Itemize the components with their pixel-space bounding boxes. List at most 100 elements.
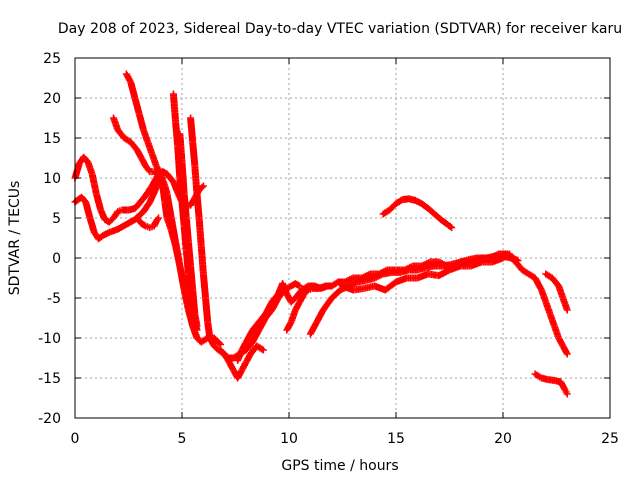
data-point-run (134, 215, 144, 226)
data-point-run (79, 194, 89, 205)
series-arc-17 (542, 270, 571, 314)
data-point (154, 214, 162, 222)
y-tick-label: -10 (38, 331, 61, 347)
data-point-run (122, 135, 133, 145)
y-tick-label: -5 (47, 291, 61, 307)
data-point-run (134, 148, 144, 160)
data-point-run (307, 320, 320, 336)
x-tick-label: 0 (71, 431, 80, 447)
data-point-run (329, 279, 341, 289)
data-point-run (289, 280, 298, 289)
data-point-run (111, 209, 121, 220)
data-point-run (556, 336, 566, 348)
grid-lines (75, 58, 610, 418)
data-point-run (138, 156, 149, 168)
data-point-run (501, 251, 512, 260)
data-point-run (269, 291, 281, 305)
data-point-run (102, 216, 112, 225)
data-point-run (136, 193, 149, 206)
y-axis-label: SDTVAR / TECUs (7, 181, 23, 296)
data-point-run (320, 295, 335, 313)
data-point-run (381, 207, 392, 217)
series-arc-15 (499, 250, 571, 358)
data-point-run (212, 343, 221, 353)
data-point-run (207, 336, 217, 348)
data-point (563, 350, 571, 358)
data-point-run (532, 276, 545, 292)
data-point (193, 322, 201, 330)
series-arc-3 (133, 214, 162, 232)
data-point-run (140, 199, 153, 214)
tick-labels: 0 5 10 15 20 25 -20 -15 -10 -5 0 5 10 15 20 25 (38, 51, 619, 447)
data-point-run (243, 352, 254, 364)
data-point-run (394, 197, 405, 207)
data-point-run (81, 154, 91, 165)
data-point-run (507, 254, 519, 265)
data-point-run (239, 340, 249, 352)
y-tick-label: -20 (38, 411, 61, 427)
data-point-run (243, 339, 256, 353)
data-point (563, 390, 571, 398)
x-tick-label: 10 (280, 431, 298, 447)
data-point-run (139, 220, 148, 229)
data-point-run (289, 295, 298, 305)
data-points (71, 70, 571, 398)
data-point-run (520, 267, 531, 277)
data-point-run (293, 287, 305, 301)
data-point-run (132, 201, 142, 211)
data-point-run (387, 201, 399, 213)
data-point-run (243, 328, 256, 344)
data-point-run (558, 380, 568, 392)
data-point-run (100, 229, 112, 239)
data-point-run (299, 283, 311, 293)
data-point-run (76, 155, 86, 166)
data-point-run (226, 360, 236, 372)
y-tick-label: 0 (52, 251, 61, 267)
data-point-run (178, 160, 188, 196)
data-point-run (255, 343, 266, 353)
data-point-run (413, 197, 424, 207)
data-point-run (115, 127, 127, 141)
x-axis-label: GPS time / hours (281, 458, 398, 474)
data-point-run (91, 230, 101, 241)
data-point-run (197, 183, 206, 193)
y-tick-label: 10 (43, 171, 61, 187)
series-arc-14 (379, 195, 456, 232)
y-tick-label: 25 (43, 51, 61, 67)
data-point-run (513, 259, 525, 273)
data-point-run (301, 287, 311, 297)
data-point-run (560, 344, 570, 356)
data-point-run (143, 183, 155, 198)
series-arc-16 (531, 370, 571, 398)
data-point (199, 182, 207, 190)
data-point-run (128, 139, 140, 153)
data-point-run (164, 171, 176, 185)
x-tick-label: 25 (601, 431, 619, 447)
data-point-run (235, 368, 245, 380)
data-point (448, 224, 456, 232)
y-tick-label: 5 (52, 211, 61, 227)
chart-title: Day 208 of 2023, Sidereal Day-to-day VTE… (58, 21, 622, 37)
x-tick-label: 5 (178, 431, 187, 447)
data-point-run (249, 328, 262, 344)
data-point-run (107, 215, 116, 225)
data-point (563, 306, 571, 314)
data-point-run (317, 283, 328, 292)
data-point-run (293, 280, 302, 289)
data-point-run (526, 271, 537, 281)
data-point-run (218, 347, 230, 361)
data-point-run (160, 168, 170, 177)
data-point (296, 282, 304, 290)
data-point-run (425, 206, 437, 217)
data-point-run (549, 275, 562, 289)
data-point-run (211, 335, 223, 347)
data-point-run (297, 292, 307, 304)
series-arc-5 (122, 70, 205, 346)
data-point (197, 338, 205, 346)
data-point-run (533, 371, 544, 381)
data-point-run (153, 164, 164, 176)
x-tick-label: 20 (494, 431, 512, 447)
data-point-run (383, 279, 399, 293)
